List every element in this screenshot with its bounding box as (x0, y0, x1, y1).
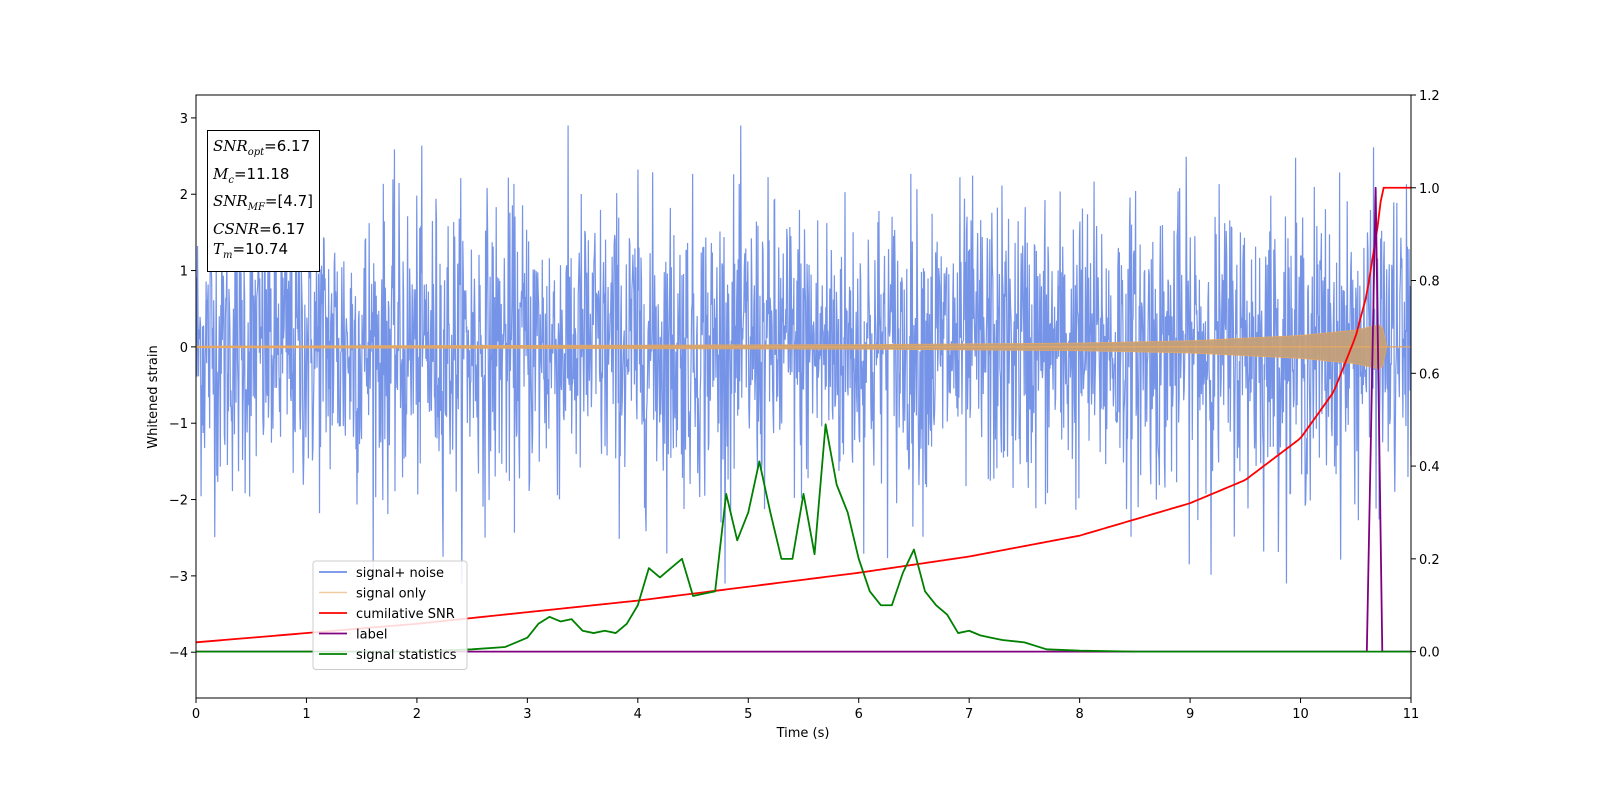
y-axis-label: Whitened strain (146, 345, 161, 448)
stats-line: SNRMF=[4.7] (213, 191, 313, 219)
axes: 0 1 2 3 4 5 6 7 8 9 10 11 −4 −3 −2 −1 0 1 2 3 0.0 0.2 0.4 0.6 0.… (169, 89, 1440, 722)
legend-label: label (356, 628, 387, 643)
y2-tick-label: 1.0 (1419, 182, 1440, 197)
y2-tick-label: 0.0 (1419, 646, 1440, 661)
x-tick-label: 11 (1403, 707, 1420, 722)
y-tick-label: −1 (169, 417, 188, 432)
y2-tick-label: 0.6 (1419, 367, 1440, 382)
x-tick-label: 2 (413, 707, 421, 722)
y-tick-label: 3 (180, 112, 188, 127)
stats-value: =6.17 (264, 137, 311, 155)
stats-subscript: c (228, 174, 234, 186)
x-tick-label: 0 (192, 707, 200, 722)
stats-value: =11.18 (233, 164, 290, 183)
x-tick-label: 3 (523, 707, 531, 722)
y2-tick-label: 0.4 (1419, 460, 1440, 475)
x-tick-label: 4 (634, 707, 642, 722)
x-tick-label: 7 (965, 707, 973, 722)
plot-area (196, 125, 1411, 653)
plot-frame (195, 94, 1412, 699)
stats-symbol: M (213, 164, 229, 183)
y2-tick-label: 0.8 (1419, 275, 1440, 290)
y-tick-label: 2 (180, 188, 188, 203)
x-tick-label: 10 (1292, 707, 1309, 722)
x-tick-label: 6 (855, 707, 863, 722)
y-tick-label: 1 (180, 265, 188, 280)
series-signal-noise-line (196, 125, 1411, 584)
legend-label: cumilative SNR (356, 607, 455, 622)
stats-symbol: T (213, 240, 224, 258)
stats-subscript: opt (247, 147, 265, 158)
stats-line: Mc=11.18 (213, 164, 313, 192)
stats-subscript: MF (247, 202, 265, 213)
stats-line: Tm=10.74 (213, 239, 313, 267)
x-tick-label: 9 (1186, 707, 1194, 722)
legend: signal+ noise signal only cumilative SNR la… (312, 560, 468, 670)
legend-label: signal only (356, 587, 426, 602)
y2-tick-label: 0.2 (1419, 553, 1440, 568)
x-tick-label: 5 (744, 707, 752, 722)
stats-value: =6.17 (259, 219, 306, 238)
y-tick-label: −3 (169, 570, 188, 585)
stats-value: =10.74 (232, 240, 289, 258)
x-tick-label: 1 (302, 707, 310, 722)
stats-symbol: SNR (213, 137, 248, 155)
y-tick-label: −4 (169, 646, 188, 661)
x-axis-label: Time (s) (776, 726, 830, 741)
stats-symbol: CSNR (213, 219, 260, 238)
stats-annotation-box: SNRopt=6.17 Mc=11.18 SNRMF=[4.7] CSNR=6.17 T… (207, 130, 321, 272)
legend-box (312, 560, 468, 670)
stats-line: CSNR=6.17 (213, 219, 313, 240)
series-signal-statistics-line (196, 423, 1411, 653)
legend-label: signal statistics (356, 648, 457, 663)
stats-value: =[4.7] (264, 192, 314, 210)
stats-symbol: SNR (213, 192, 248, 210)
y2-tick-label: 1.2 (1419, 89, 1440, 104)
y-tick-label: 0 (180, 341, 188, 356)
stats-subscript: m (223, 250, 233, 261)
x-tick-label: 8 (1075, 707, 1083, 722)
y-tick-label: −2 (169, 494, 188, 509)
stats-line: SNRopt=6.17 (213, 136, 313, 164)
legend-label: signal+ noise (356, 566, 444, 581)
